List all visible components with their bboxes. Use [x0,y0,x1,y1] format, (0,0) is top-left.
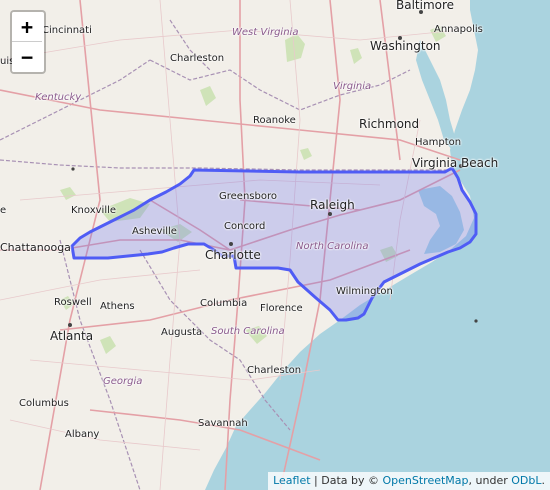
label-savannah: Savannah [198,418,248,429]
label-charleston-wv: Charleston [170,53,225,64]
attribution: Leaflet | Data by © OpenStreetMap, under… [268,472,550,490]
label-baltimore: Baltimore [396,0,455,12]
label-wilmington: Wilmington [336,286,393,297]
atlantic-ocean [205,0,550,490]
label-hampton: Hampton [415,137,462,148]
interstate-roads [0,0,461,490]
label-columbia: Columbia [200,298,248,309]
chesapeake-bay [416,40,456,150]
label-roswell: Roswell [54,297,92,308]
label-florence: Florence [260,303,303,314]
label-west-virginia: West Virginia [232,27,299,38]
green-areas [60,26,446,354]
label-knoxville: Knoxville [71,205,117,216]
openstreetmap-link[interactable]: OpenStreetMap [382,474,469,487]
label-cincinnati: Cincinnati [42,25,92,36]
label-augusta: Augusta [161,327,203,338]
city-markers [68,10,478,327]
label-albany: Albany [65,429,100,440]
label-chattanooga: Chattanooga [0,241,71,254]
label-athens: Athens [100,301,135,312]
odbl-link[interactable]: ODbL [511,474,542,487]
label-columbus: Columbus [19,398,69,409]
label-raleigh: Raleigh [310,198,355,212]
label-georgia: Georgia [103,376,143,387]
zoom-out-button[interactable]: − [12,42,42,72]
label-annapolis: Annapolis [434,24,483,35]
highlighted-region-north-carolina[interactable] [70,166,478,322]
attribution-separator-2: , under [468,474,512,487]
label-north-carolina: North Carolina [296,241,369,252]
label-kentucky: Kentucky [35,92,82,103]
label-roanoke: Roanoke [253,115,296,126]
label-washington: Washington [370,39,441,53]
zoom-in-button[interactable]: + [12,12,42,42]
label-charlotte: Charlotte [205,248,261,262]
state-borders [0,19,455,490]
attribution-end: . [541,474,546,487]
label-edge-left: e [0,205,7,216]
label-edge-top: uis [0,56,15,67]
label-greensboro: Greensboro [219,191,277,202]
label-atlanta: Atlanta [50,329,94,343]
label-concord: Concord [224,221,266,232]
label-virginia: Virginia [333,81,372,92]
minor-roads [0,0,461,490]
pamlico-sound [418,186,464,254]
label-south-carolina: South Carolina [211,326,285,337]
leaflet-link[interactable]: Leaflet [273,474,311,487]
attribution-separator-1: | Data by © [310,474,383,487]
label-charleston-sc: Charleston [247,365,302,376]
zoom-control: + − [10,10,46,74]
label-asheville: Asheville [132,226,177,237]
label-virginia-beach: Virginia Beach [412,156,499,170]
label-richmond: Richmond [359,117,420,131]
